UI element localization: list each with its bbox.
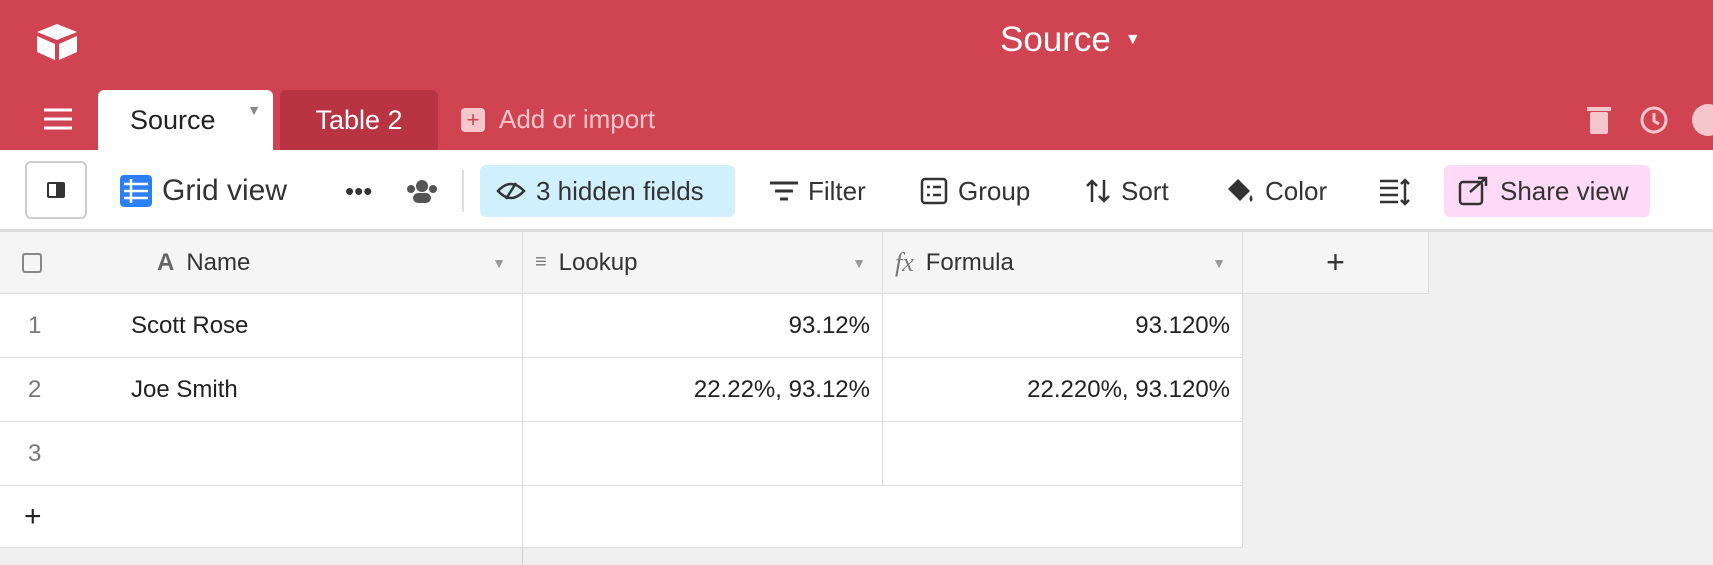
row-cell[interactable] [523, 422, 883, 486]
button-label: Filter [808, 175, 866, 206]
row-cell[interactable]: 93.120% [883, 294, 1243, 358]
button-label: Share view [1500, 175, 1629, 206]
row-cell[interactable]: 22.22%, 93.12% [523, 358, 883, 422]
title-text: Source [1000, 20, 1111, 59]
tab-label: Source [130, 104, 216, 135]
tab-label: Table 2 [315, 104, 403, 135]
tab[interactable]: Table 2 [280, 90, 438, 150]
filter-button[interactable]: Filter [770, 165, 866, 217]
group-button[interactable]: Group [920, 165, 1030, 217]
button-label: Sort [1121, 175, 1169, 206]
cell-text: 22.220%, 93.120% [1027, 375, 1230, 403]
cell-text: 22.22%, 93.12% [693, 375, 870, 403]
top-bar: Source ▼ Source ▼ Table 2 + Add or import [0, 0, 1713, 150]
avatar[interactable] [1692, 104, 1713, 136]
column-name: Name [186, 248, 251, 276]
add-tab[interactable]: + Add or import [461, 104, 655, 135]
cell-text: Joe Smith [131, 375, 238, 403]
add-column[interactable]: + [1243, 232, 1429, 294]
cell-text: 93.12% [788, 311, 870, 339]
collaborators-icon[interactable] [405, 178, 439, 204]
column-header[interactable]: ≡ Lookup ▼ [523, 232, 883, 294]
column-header[interactable]: A Name ▼ [0, 232, 523, 294]
row-number: 3 [28, 439, 42, 467]
button-label: Group [958, 175, 1031, 206]
row-cell[interactable]: 1 Scott Rose [0, 294, 523, 358]
view-switcher[interactable]: Grid view [120, 165, 287, 217]
column-header[interactable]: fx Formula ▼ [883, 232, 1243, 294]
history-icon[interactable] [1638, 104, 1670, 136]
add-row-area[interactable] [523, 486, 1243, 548]
sidebar-toggle[interactable] [25, 161, 87, 219]
more-button[interactable]: ••• [345, 175, 373, 206]
trash-icon[interactable] [1586, 104, 1612, 136]
row-cell[interactable] [883, 422, 1243, 486]
button-label: 3 hidden fields [536, 175, 704, 206]
color-button[interactable]: Color [1225, 165, 1327, 217]
hidden-fields-button[interactable]: 3 hidden fields [480, 165, 735, 217]
cell-text: Scott Rose [131, 311, 249, 339]
menu-icon[interactable] [44, 108, 72, 130]
add-tab-label: Add or import [499, 104, 656, 134]
row-cell[interactable]: 93.12% [523, 294, 883, 358]
row-number: 1 [28, 311, 42, 339]
row-height-icon[interactable] [1380, 178, 1410, 206]
share-view-button[interactable]: Share view [1444, 165, 1650, 217]
row-number: 2 [28, 375, 42, 403]
row-cell[interactable]: 3 [0, 422, 523, 486]
base-title[interactable]: Source ▼ [1000, 20, 1141, 59]
toolbar: Grid view ••• 3 hidden fields Filter Gro… [0, 150, 1713, 232]
logo [37, 24, 77, 60]
add-row[interactable]: + [0, 486, 523, 548]
view-name: Grid view [162, 174, 288, 207]
button-label: Color [1265, 175, 1328, 206]
row-cell[interactable]: 2 Joe Smith [0, 358, 523, 422]
tab-active[interactable]: Source ▼ [98, 90, 273, 150]
column-name: Lookup [558, 248, 638, 276]
sort-button[interactable]: Sort [1085, 165, 1169, 217]
row-cell[interactable]: 22.220%, 93.120% [883, 358, 1243, 422]
column-name: Formula [925, 248, 1014, 276]
cell-text: 93.120% [1135, 311, 1230, 339]
